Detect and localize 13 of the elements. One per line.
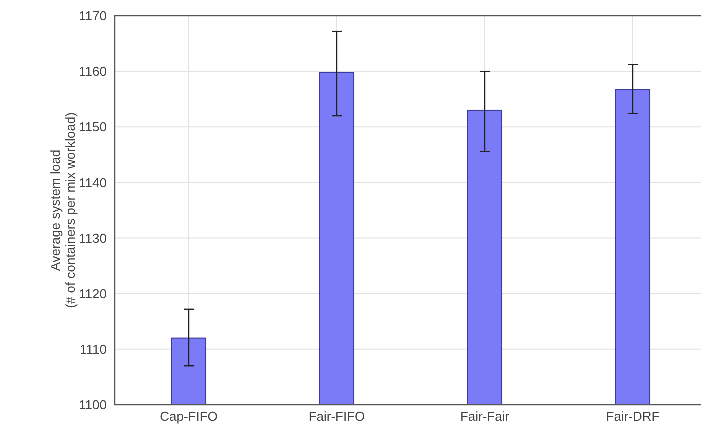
y-tick-label: 1170: [79, 8, 107, 24]
x-tick-label: Fair-DRF: [606, 409, 660, 424]
y-tick-label: 1130: [79, 230, 107, 246]
y-tick-label: 1120: [79, 286, 107, 302]
x-tick-label: Cap-FIFO: [160, 409, 218, 424]
y-tick-label: 1110: [80, 342, 107, 357]
x-tick-label: Fair-FIFO: [308, 409, 366, 424]
y-axis-title: Average system load (# of containers per mix workload): [48, 112, 78, 308]
y-tick-label: 1140: [79, 175, 107, 190]
y-tick-label: 1160: [79, 64, 107, 80]
y-tick-label: 1100: [79, 398, 107, 413]
x-tick-label: Fair-Fair: [460, 409, 510, 424]
y-tick-label: 1150: [79, 120, 107, 135]
